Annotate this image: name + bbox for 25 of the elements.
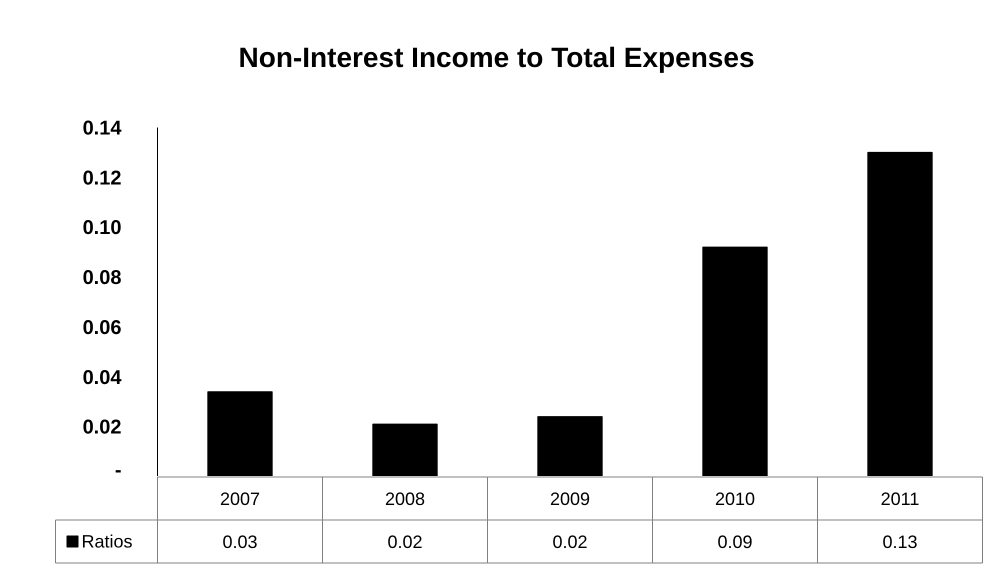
bar: [867, 152, 933, 476]
legend-label: Ratios: [82, 532, 133, 552]
bar: [537, 416, 603, 476]
data-label: 0.09: [717, 532, 753, 552]
x-tick-label: 2010: [714, 489, 756, 509]
y-tick-label: 0.04: [82, 366, 122, 389]
x-tick-label: 2007: [220, 489, 260, 509]
y-tick-label: 0.06: [82, 316, 122, 339]
x-tick-label: 2009: [550, 489, 590, 509]
data-label: 0.02: [552, 532, 588, 552]
bar: [702, 246, 768, 476]
y-tick-label: 0.12: [82, 167, 122, 190]
y-tick-label: 0.14: [82, 118, 122, 140]
y-tick-label: 0.02: [82, 416, 122, 439]
data-label: 0.02: [387, 532, 423, 552]
bar: [207, 391, 273, 476]
y-tick-label: 0.10: [82, 217, 122, 240]
bar: [372, 424, 438, 476]
data-label: 0.03: [222, 532, 258, 552]
x-tick-label: 2008: [384, 489, 426, 509]
chart-title: Non-Interest Income to Total Expenses: [238, 42, 755, 73]
x-tick-label: 2011: [880, 489, 920, 509]
data-label: 0.13: [882, 532, 918, 552]
y-tick-label: 0.08: [82, 267, 122, 290]
y-tick-label: -: [114, 460, 122, 482]
